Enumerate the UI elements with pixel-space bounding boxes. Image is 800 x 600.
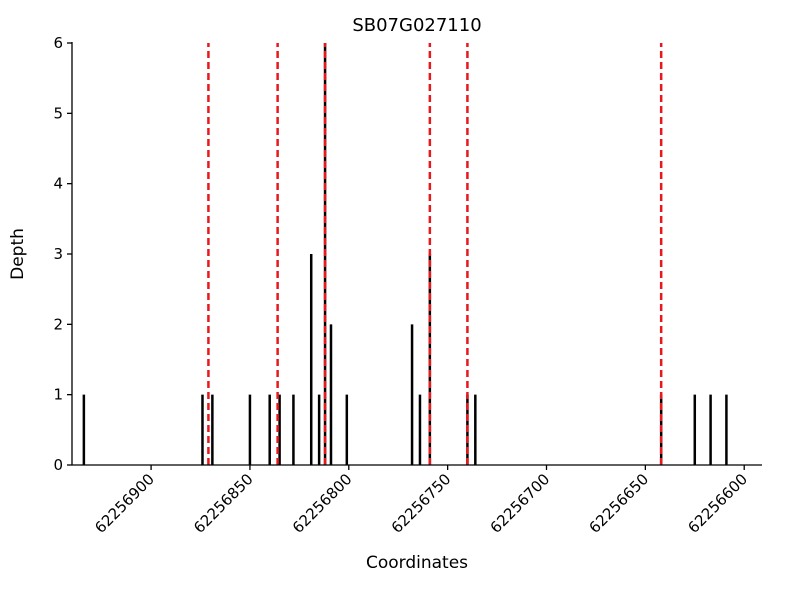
chart-title: SB07G027110 <box>352 15 482 36</box>
x-axis-label: Coordinates <box>365 553 469 573</box>
y-axis-label: Depth <box>8 228 28 280</box>
x-tick-label: 62256850 <box>190 470 257 537</box>
y-tick-label: 1 <box>53 386 63 404</box>
y-tick-label: 3 <box>53 245 63 263</box>
y-tick-label: 2 <box>53 315 63 333</box>
x-tick-label: 62256800 <box>289 470 356 537</box>
x-tick-label: 62256900 <box>91 470 158 537</box>
x-tick-label: 62256700 <box>487 470 554 537</box>
y-tick-label: 6 <box>53 34 63 52</box>
y-tick-label: 4 <box>53 175 63 193</box>
y-tick-label: 0 <box>53 456 63 474</box>
x-tick-label: 62256600 <box>684 470 751 537</box>
x-tick-label: 62256750 <box>388 470 455 537</box>
x-tick-label: 62256650 <box>585 470 652 537</box>
y-tick-label: 5 <box>53 104 63 122</box>
